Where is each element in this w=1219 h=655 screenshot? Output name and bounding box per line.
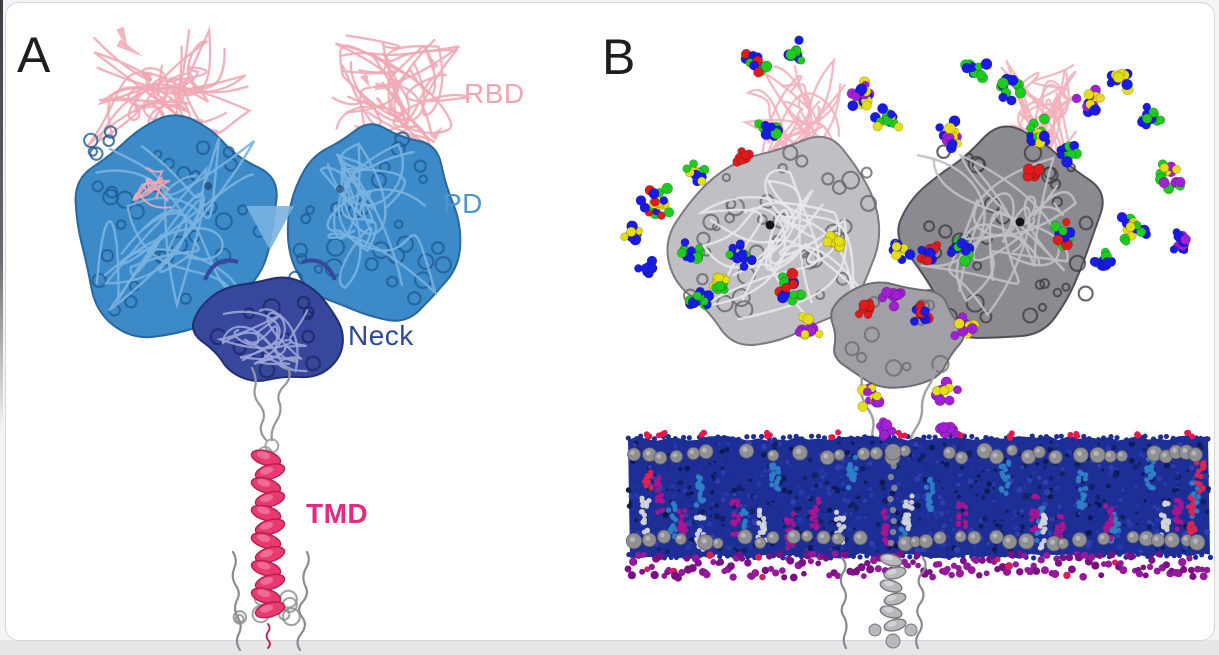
panel-a-structure (74, 26, 473, 652)
panel-b-structure (620, 35, 1214, 650)
panel-a-letter: A (17, 27, 51, 83)
panel-b-letter: B (602, 29, 636, 85)
label-neck: Neck (348, 320, 414, 351)
page-background-strip (0, 640, 1219, 655)
label-rbd: RBD (464, 78, 525, 109)
window-edge-artifact (0, 0, 3, 430)
label-tmd: TMD (306, 498, 369, 529)
label-pd: PD (443, 188, 483, 219)
